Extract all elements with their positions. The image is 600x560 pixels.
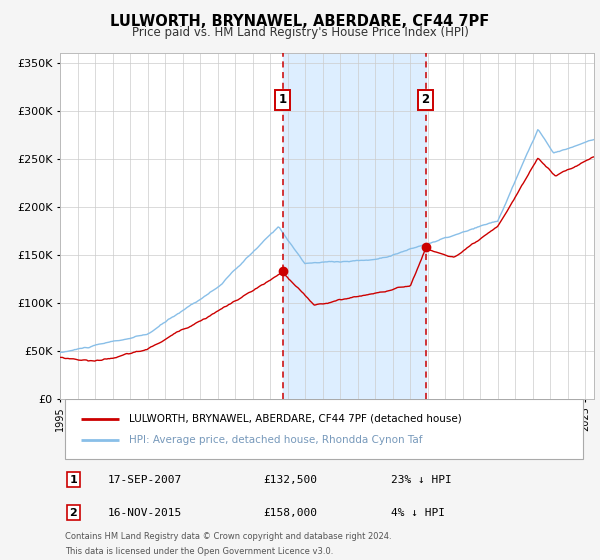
Text: LULWORTH, BRYNAWEL, ABERDARE, CF44 7PF: LULWORTH, BRYNAWEL, ABERDARE, CF44 7PF: [110, 14, 490, 29]
Text: 16-NOV-2015: 16-NOV-2015: [108, 508, 182, 518]
Text: 4% ↓ HPI: 4% ↓ HPI: [391, 508, 445, 518]
Text: 23% ↓ HPI: 23% ↓ HPI: [391, 475, 452, 485]
Text: 1: 1: [278, 94, 287, 106]
Text: Contains HM Land Registry data © Crown copyright and database right 2024.: Contains HM Land Registry data © Crown c…: [65, 533, 392, 542]
Text: Price paid vs. HM Land Registry's House Price Index (HPI): Price paid vs. HM Land Registry's House …: [131, 26, 469, 39]
Text: LULWORTH, BRYNAWEL, ABERDARE, CF44 7PF (detached house): LULWORTH, BRYNAWEL, ABERDARE, CF44 7PF (…: [130, 414, 462, 424]
Text: 17-SEP-2007: 17-SEP-2007: [108, 475, 182, 485]
Text: HPI: Average price, detached house, Rhondda Cynon Taf: HPI: Average price, detached house, Rhon…: [130, 435, 423, 445]
Text: 2: 2: [70, 508, 77, 518]
Bar: [283, 53, 425, 399]
Text: 2: 2: [422, 94, 430, 106]
Text: £132,500: £132,500: [263, 475, 317, 485]
Text: 1: 1: [70, 475, 77, 485]
Text: £158,000: £158,000: [263, 508, 317, 518]
Text: This data is licensed under the Open Government Licence v3.0.: This data is licensed under the Open Gov…: [65, 547, 334, 556]
